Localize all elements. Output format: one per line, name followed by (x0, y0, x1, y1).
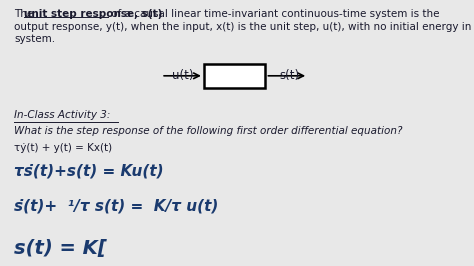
Text: ṡ(t)+  ¹/τ s(t) =  K/τ u(t): ṡ(t)+ ¹/τ s(t) = K/τ u(t) (14, 198, 219, 213)
Text: system.: system. (14, 34, 55, 44)
Text: In-Class Activity 3:: In-Class Activity 3: (14, 110, 110, 120)
Text: output response, y(t), when the input, x(t) is the unit step, u(t), with no init: output response, y(t), when the input, x… (14, 22, 474, 32)
Text: unit step response, s(t): unit step response, s(t) (24, 9, 163, 19)
Text: τẏ(t) + y(t) = Kx(t): τẏ(t) + y(t) = Kx(t) (14, 143, 112, 153)
Text: u(t): u(t) (172, 69, 193, 82)
Text: s(t) = K[: s(t) = K[ (14, 239, 107, 258)
Text: of a causal linear time-invariant continuous-time system is the: of a causal linear time-invariant contin… (108, 9, 439, 19)
Bar (204, 64, 265, 88)
Text: What is the step response of the following first order differential equation?: What is the step response of the followi… (14, 126, 403, 136)
Text: The: The (14, 9, 36, 19)
Text: s(t): s(t) (279, 69, 299, 82)
Text: τṡ(t)+s(t) = Ku(t): τṡ(t)+s(t) = Ku(t) (14, 164, 164, 178)
